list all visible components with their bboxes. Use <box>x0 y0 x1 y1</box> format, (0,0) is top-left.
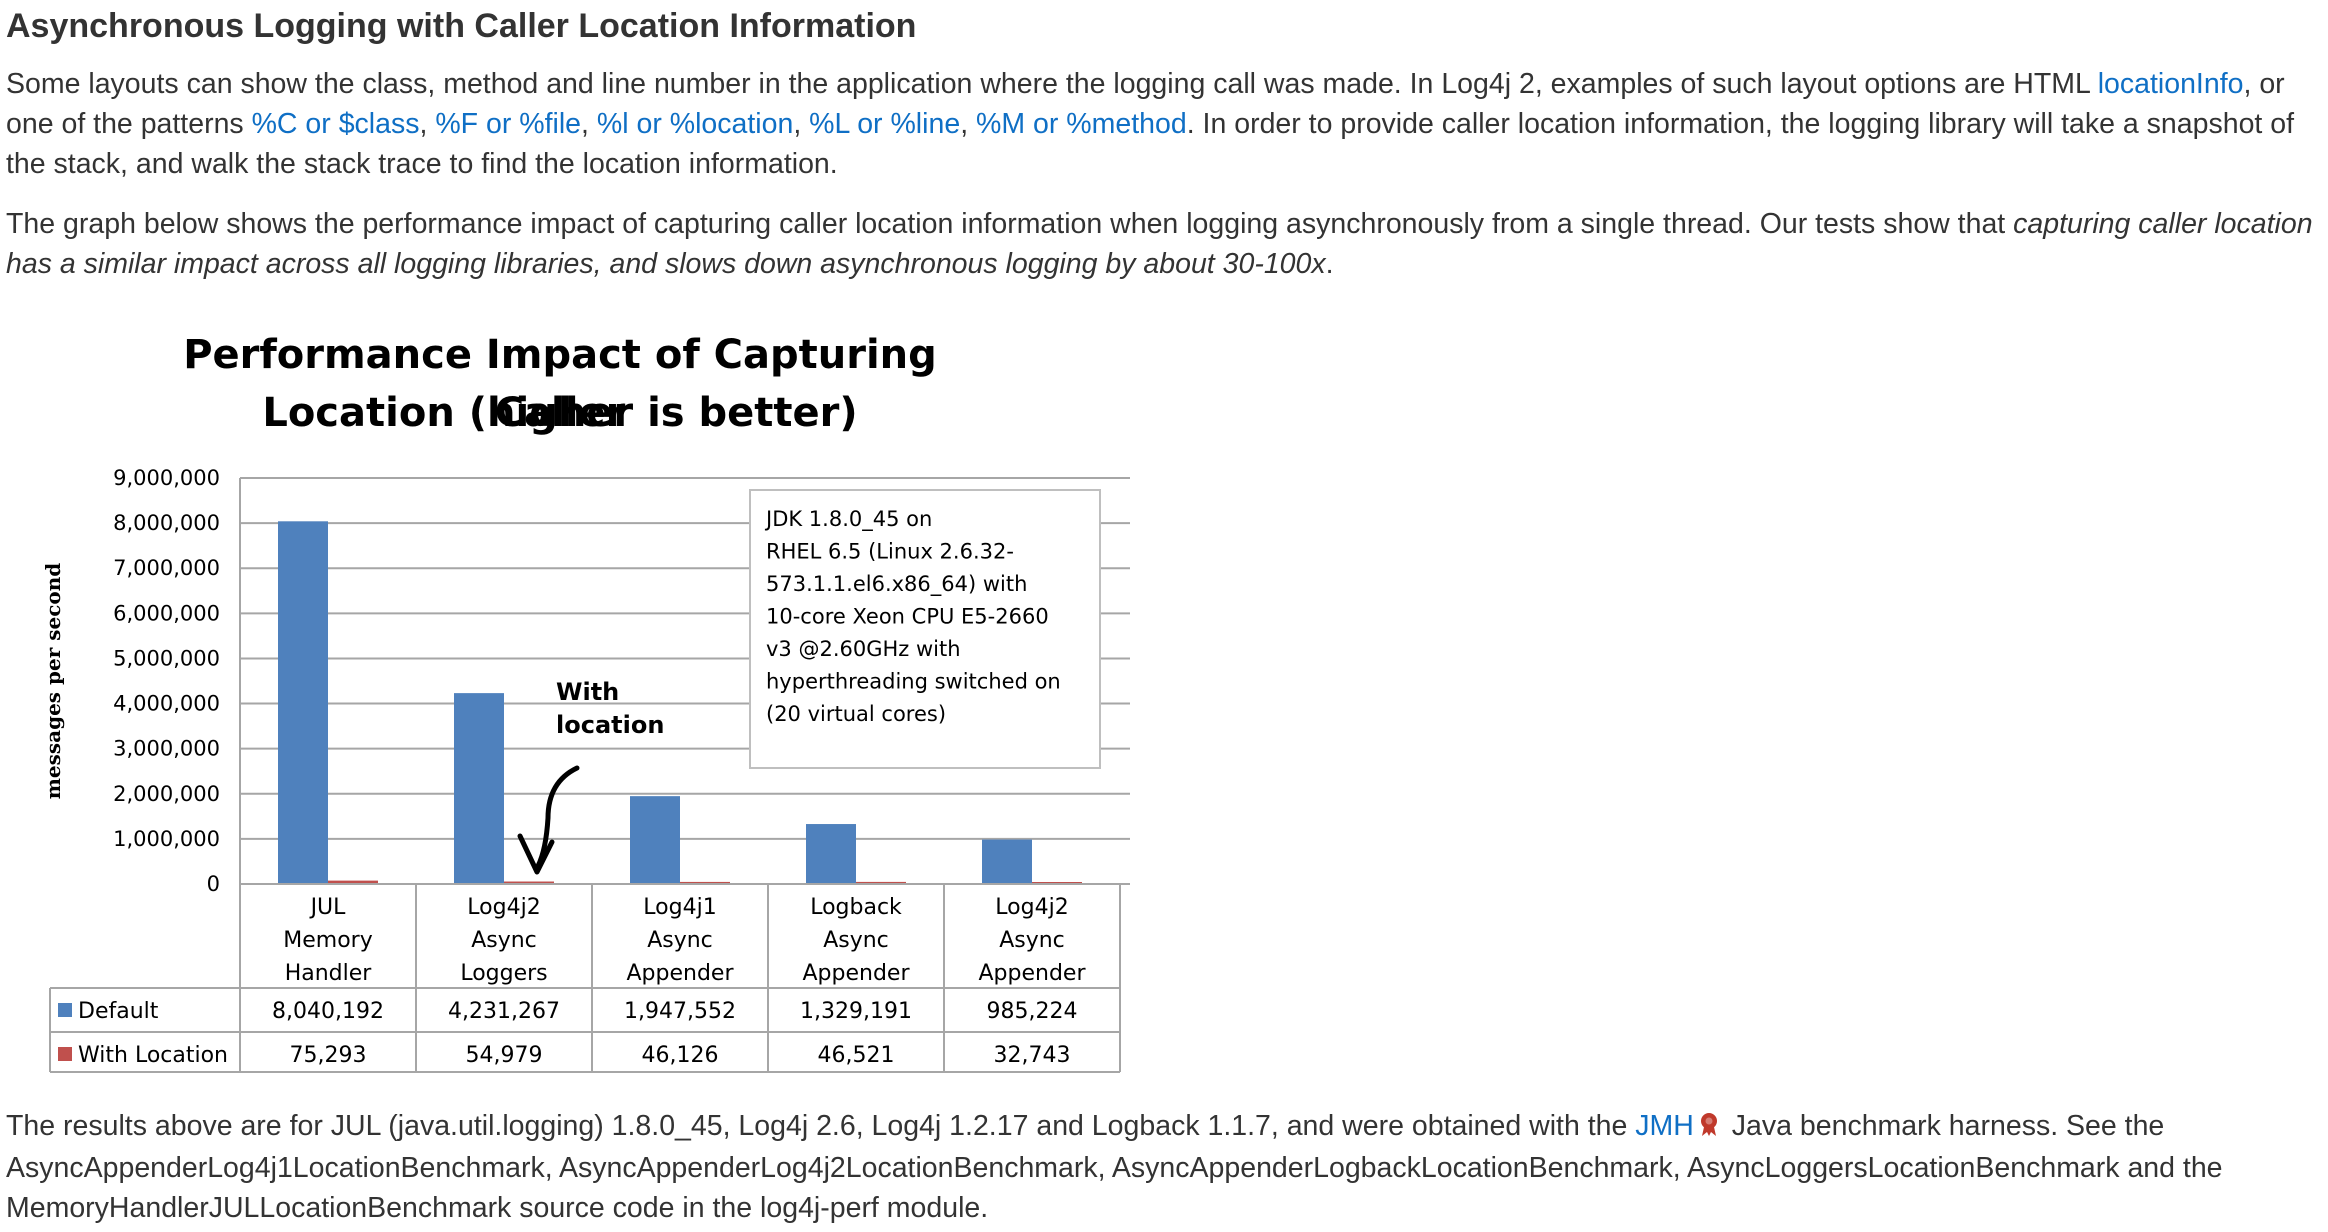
bar-default <box>278 521 328 884</box>
link-locationinfo[interactable]: locationInfo <box>2097 68 2244 100</box>
y-tick-label: 8,000,000 <box>113 511 220 535</box>
bar-with-location <box>504 881 554 884</box>
y-tick-label: 3,000,000 <box>113 737 220 761</box>
annotation-label: With <box>556 678 619 706</box>
data-label: 1,947,552 <box>624 999 736 1024</box>
note-box <box>749 489 1101 769</box>
legend-series-name: Default <box>78 999 159 1024</box>
results-paragraph: The results above are for JUL (java.util… <box>6 1106 2318 1228</box>
data-label: 1,329,191 <box>800 999 912 1024</box>
legend-swatch <box>58 1047 72 1061</box>
category-label: JUL <box>309 895 347 920</box>
category-label: Memory <box>283 928 372 953</box>
category-label: Async <box>999 928 1065 953</box>
intro-paragraph: Some layouts can show the class, method … <box>6 64 2318 184</box>
legend-series-name: With Location <box>78 1043 228 1068</box>
category-label: Async <box>647 928 713 953</box>
note-line: 573.1.1.el6.x86_64) with <box>766 572 1027 597</box>
y-tick-label: 6,000,000 <box>113 601 220 625</box>
y-tick-label: 9,000,000 <box>113 466 220 490</box>
y-tick-label: 7,000,000 <box>113 556 220 580</box>
data-label: 4,231,267 <box>448 999 560 1024</box>
annotation-arrow <box>535 765 580 869</box>
intro-text-3: . In order to provide caller location in… <box>6 108 2295 180</box>
data-label: 75,293 <box>290 1043 367 1068</box>
y-tick-label: 0 <box>207 872 220 896</box>
graph-description-paragraph: The graph below shows the performance im… <box>6 204 2318 284</box>
results-text-1: The results above are for JUL (java.util… <box>6 1110 1636 1142</box>
legend-swatch <box>58 1003 72 1017</box>
chart-title-line-2: Location (higher is better) <box>262 390 858 436</box>
link-jmh[interactable]: JMH <box>1635 1110 1694 1142</box>
data-label: 8,040,192 <box>272 999 384 1024</box>
bar-default <box>630 796 680 884</box>
bar-default <box>454 693 504 884</box>
chart-plot: 0 1,000,000 2,000,000 3,000,000 4,000,000 5,0… <box>41 466 1130 1073</box>
results-text-2: Java benchmark harness. See the AsyncApp… <box>6 1110 2223 1224</box>
y-tick-label: 2,000,000 <box>113 782 220 806</box>
data-label: 985,224 <box>987 999 1078 1024</box>
graph-emphasis: capturing caller location has a similar … <box>6 208 2313 280</box>
category-label: Handler <box>285 961 373 986</box>
category-label: Log4j2 <box>467 895 540 920</box>
separator: , <box>793 108 810 140</box>
bar-default <box>982 839 1032 884</box>
chart-title-line-1: Performance Impact of Capturing Caller <box>183 332 937 436</box>
graph-text-1: The graph below shows the performance im… <box>6 208 2014 240</box>
link-pattern-location[interactable]: %l or %location <box>596 108 794 140</box>
separator: , <box>419 108 436 140</box>
annotation-label: location <box>556 711 664 739</box>
intro-text-1: Some layouts can show the class, method … <box>6 68 2098 100</box>
data-label: 54,979 <box>466 1043 543 1068</box>
note-line: 10-core Xeon CPU E5-2660 <box>766 605 1049 629</box>
link-pattern-line[interactable]: %L or %line <box>809 108 961 140</box>
note-line: v3 @2.60GHz with <box>766 637 961 661</box>
data-label: 46,126 <box>642 1043 719 1068</box>
y-axis-title: messages per second <box>41 563 65 800</box>
y-tick-label: 1,000,000 <box>113 827 220 851</box>
separator: , <box>960 108 977 140</box>
data-label: 46,521 <box>818 1043 895 1068</box>
performance-chart-figure: Performance Impact of Capturing Caller L… <box>40 320 1160 1080</box>
external-link-icon[interactable] <box>1698 1108 1720 1148</box>
link-pattern-method[interactable]: %M or %method <box>976 108 1187 140</box>
category-label: Log4j2 <box>995 895 1068 920</box>
category-label: Async <box>471 928 537 953</box>
y-tick-label: 4,000,000 <box>113 692 220 716</box>
note-line: (20 virtual cores) <box>766 702 946 726</box>
note-line: JDK 1.8.0_45 on <box>764 507 932 532</box>
note-line: RHEL 6.5 (Linux 2.6.32- <box>766 540 1014 564</box>
separator: , <box>581 108 597 140</box>
category-label: Async <box>823 928 889 953</box>
category-label: Logback <box>810 895 902 920</box>
note-line: hyperthreading switched on <box>766 670 1061 694</box>
link-pattern-class[interactable]: %C or $class <box>251 108 420 140</box>
bar-default <box>806 824 856 884</box>
category-label: Loggers <box>460 961 547 986</box>
intro-text-2: , or one of the patterns <box>6 68 2285 140</box>
data-label: 32,743 <box>994 1043 1071 1068</box>
category-label: Appender <box>802 961 910 986</box>
category-label: Log4j1 <box>643 895 716 920</box>
link-pattern-file[interactable]: %F or %file <box>435 108 582 140</box>
category-label: Appender <box>978 961 1086 986</box>
category-label: Appender <box>626 961 734 986</box>
annotation-arrowhead <box>517 833 555 875</box>
bar-with-location <box>328 880 378 884</box>
graph-text-2: . <box>1325 248 1334 280</box>
bar-with-location <box>856 881 906 884</box>
bar-with-location <box>680 881 730 884</box>
section-heading: Asynchronous Logging with Caller Locatio… <box>6 7 917 45</box>
y-tick-label: 5,000,000 <box>113 646 220 670</box>
